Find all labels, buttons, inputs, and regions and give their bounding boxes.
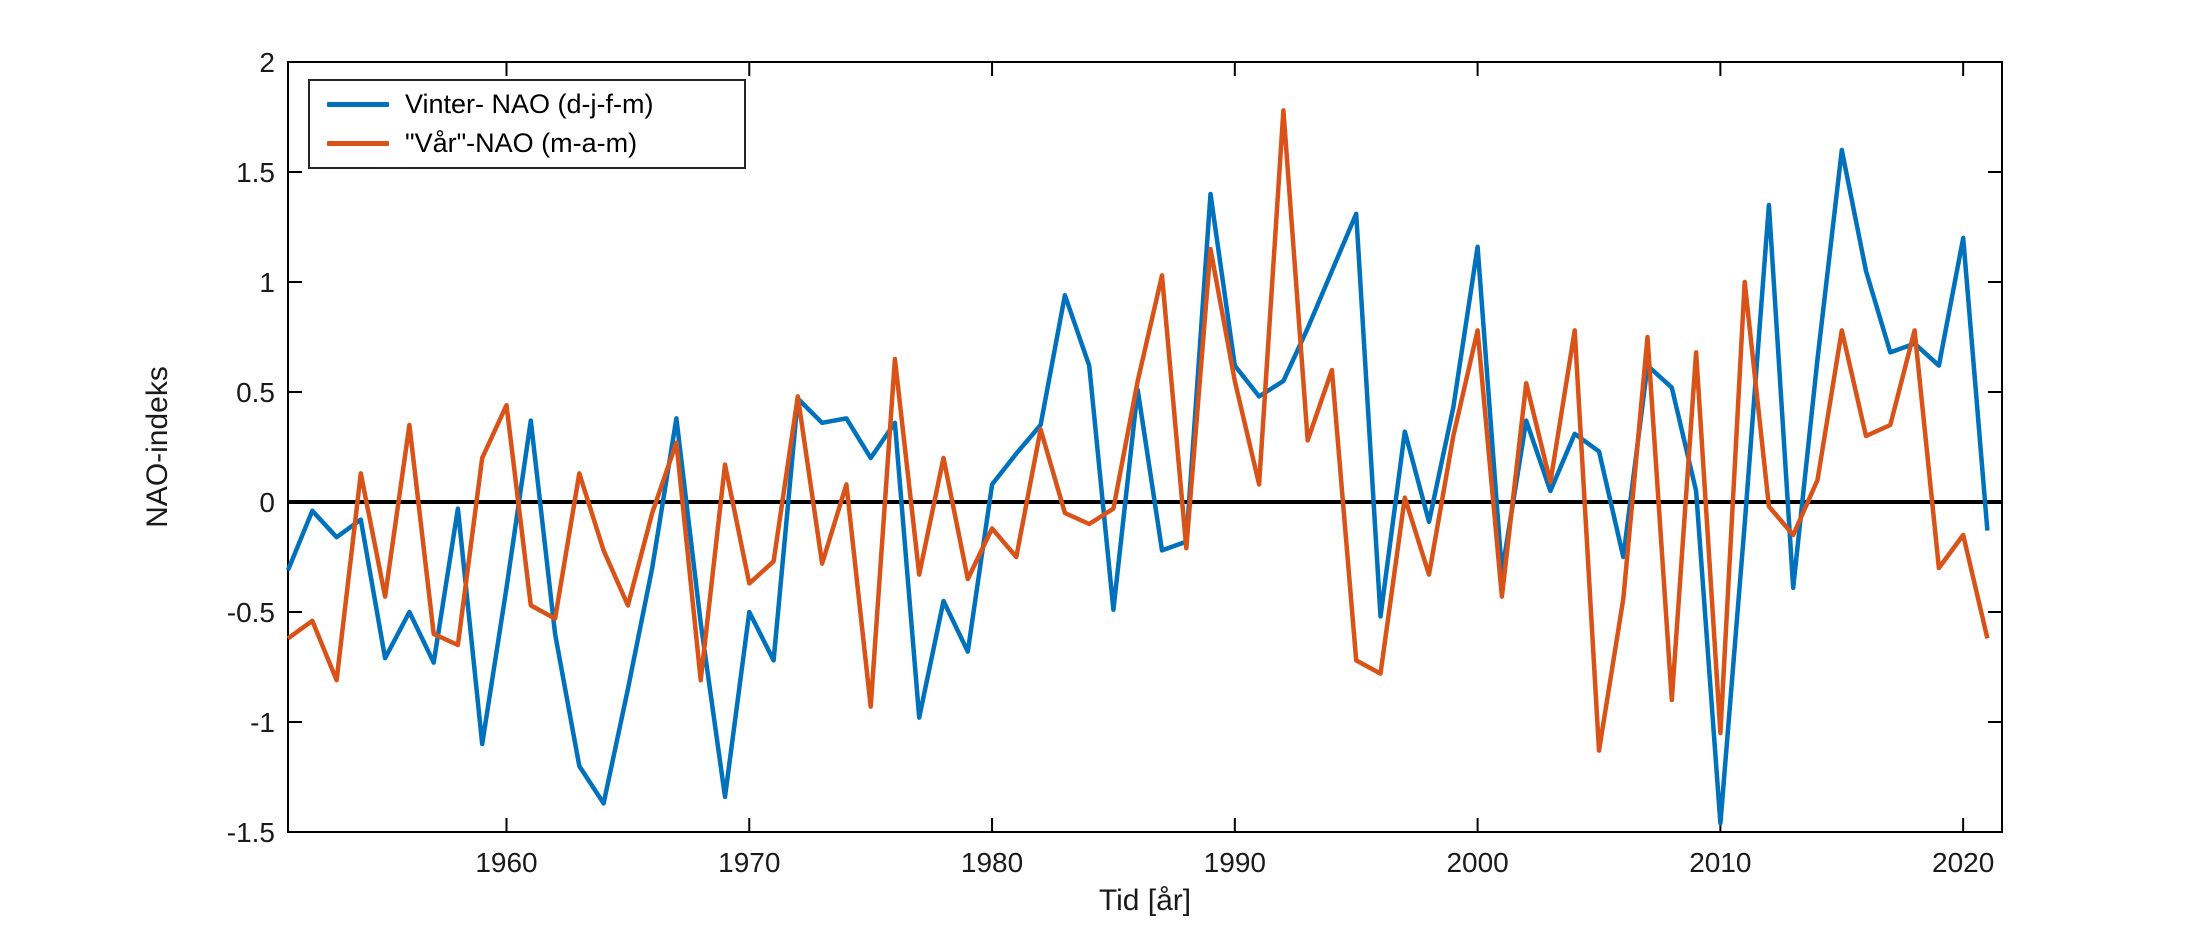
vinter-line-swatch	[327, 102, 389, 107]
var-line-swatch	[327, 141, 389, 146]
y-tick-label: 2	[259, 47, 275, 78]
var-nao-series-line	[286, 108, 1990, 753]
y-tick-label: -1.5	[227, 817, 275, 848]
x-tick-label: 1960	[475, 847, 537, 878]
legend-entry-vinter: Vinter- NAO (d-j-f-m)	[327, 89, 744, 120]
x-tick-label: 2020	[1932, 847, 1994, 878]
y-tick-label: 1	[259, 267, 275, 298]
y-axis-label: NAO-indeks	[141, 366, 174, 528]
legend-label-var: "Vår"-NAO (m-a-m)	[405, 128, 638, 158]
legend-entry-var: "Vår"-NAO (m-a-m)	[327, 128, 744, 159]
x-tick-label: 2010	[1689, 847, 1751, 878]
chart-legend: Vinter- NAO (d-j-f-m) "Vår"-NAO (m-a-m)	[308, 79, 746, 169]
y-tick-label: 1.5	[236, 157, 275, 188]
x-axis-label: Tid [år]	[1098, 884, 1192, 917]
legend-label-vinter: Vinter- NAO (d-j-f-m)	[405, 89, 654, 119]
x-tick-label: 1990	[1204, 847, 1266, 878]
y-tick-label: 0.5	[236, 377, 275, 408]
y-tick-label: -1	[250, 707, 275, 738]
x-tick-label: 2000	[1446, 847, 1508, 878]
plot-box-border	[287, 61, 2003, 833]
y-tick-label: -0.5	[227, 597, 275, 628]
x-tick-label: 1980	[961, 847, 1023, 878]
x-tick-label: 1970	[718, 847, 780, 878]
y-tick-label: 0	[259, 487, 275, 518]
